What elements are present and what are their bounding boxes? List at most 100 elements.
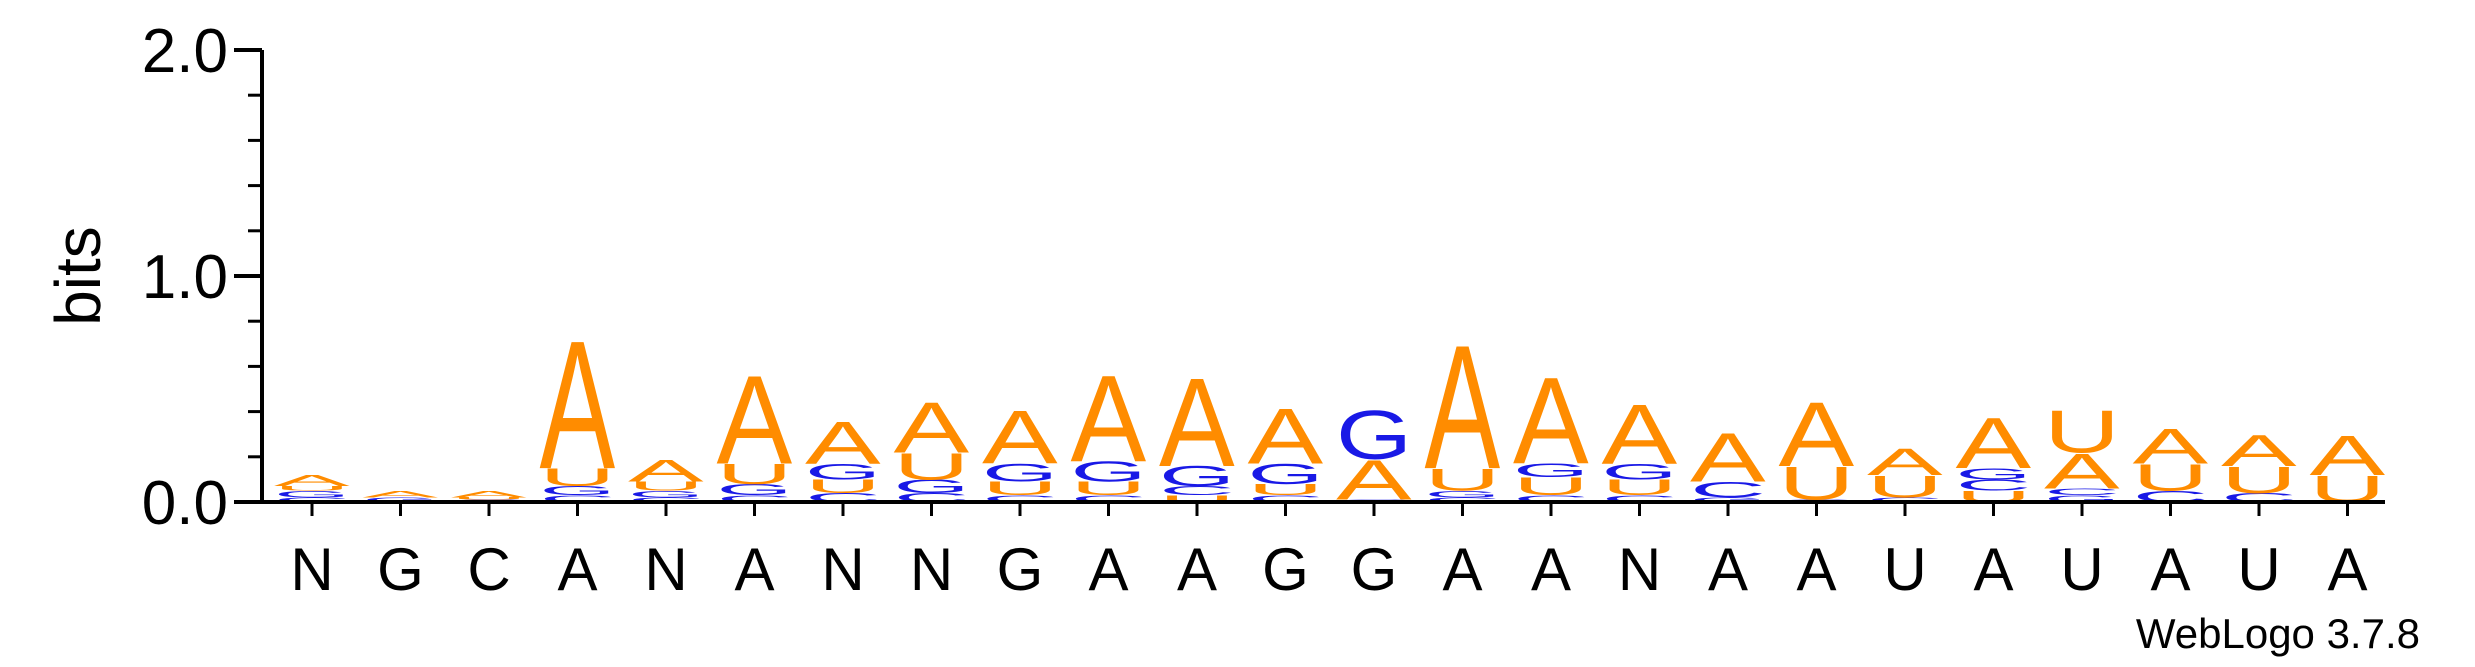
logo-glyph-G: G [1956,465,2032,483]
logo-glyph-A: A [1159,352,1235,493]
x-tick-label: A [1796,536,1836,603]
logo-glyph-U: U [1867,469,1943,504]
weblogo-credit: WebLogo 3.7.8 [2136,610,2420,657]
x-tick-label: A [2327,536,2367,603]
x-tick-label: U [2060,536,2103,603]
logo-glyph-A: A [1956,403,2032,484]
logo-glyph-U: U [1513,473,1589,501]
logo-glyph-A: A [805,410,881,477]
logo-glyph-G: G [1248,459,1324,491]
x-tick-label: U [2237,536,2280,603]
logo-glyph-U: U [628,479,704,493]
x-tick-label: N [1618,536,1661,603]
x-tick-label: A [557,536,597,603]
logo-glyph-A: A [2133,418,2209,474]
logo-glyph-G: G [1690,496,1766,503]
logo-glyph-A: A [1779,383,1855,485]
logo-glyph-U: U [1071,478,1147,499]
logo-glyph-U: U [2044,398,2120,465]
x-tick-label: N [821,536,864,603]
x-tick-label: A [1177,536,1217,603]
logo-glyph-A: A [274,472,350,490]
logo-glyph-C: C [628,496,704,503]
logo-glyph-A: A [363,489,439,500]
logo-glyph-U: U [451,497,527,501]
logo-glyph-U: U [274,485,350,492]
logo-glyph-A: A [2221,426,2297,475]
logo-glyph-G: G [363,496,439,503]
logo-glyph-C: C [982,493,1058,504]
x-tick-label: A [734,536,774,603]
logo-glyph-A: A [717,350,793,491]
logo-glyph-U: U [2221,458,2297,501]
logo-glyph-C: C [1956,476,2032,494]
logo-glyph-U: U [982,478,1058,499]
logo-glyph-U: U [805,476,881,497]
logo-glyph-G: G [628,489,704,500]
logo-glyph-G: G [717,481,793,499]
x-tick-label: A [1531,536,1571,603]
x-tick-label: G [377,536,424,603]
logo-glyph-A: A [1867,440,1943,483]
logo-glyph-U: U [1248,481,1324,499]
plot-area: CGUAGACUACGUACGUACGUACUGACGUACUGACUGAUCG… [274,303,2385,512]
logo-glyph-U: U [2133,456,2209,499]
x-tick-label: G [997,536,1044,603]
logo-glyph-U: U [540,464,616,492]
logo-glyph-A: A [1248,393,1324,481]
x-tick-label: A [1442,536,1482,603]
logo-glyph-A: A [628,453,704,488]
logo-glyph-A: A [1690,419,1766,497]
logo-glyph-A: A [894,387,970,468]
logo-glyph-C: C [2044,487,2120,498]
logo-glyph-G: G [1159,461,1235,493]
logo-glyph-C: C [1071,493,1147,504]
logo-glyph-G: G [1602,460,1678,485]
logo-glyph-C: C [274,496,350,503]
x-tick-label: A [2150,536,2190,603]
x-tick-label: A [1973,536,2013,603]
y-tick-label: 1.0 [142,243,228,312]
logo-glyph-A: A [1513,353,1589,490]
logo-glyph-A: A [982,396,1058,480]
logo-glyph-G: G [274,489,350,500]
y-ticks: 0.0 1.0 2.0 [142,17,262,538]
y-tick-label: 2.0 [142,17,228,86]
logo-glyph-U: U [717,458,793,490]
x-tick-label: G [1351,536,1398,603]
x-tick-label: N [910,536,953,603]
logo-glyph-C: C [1159,484,1235,498]
logo-glyph-G: G [982,459,1058,487]
logo-glyph-C: C [540,493,616,504]
logo-glyph-A: A [2044,443,2120,499]
logo-glyph-A: A [451,489,527,500]
logo-glyph-G: G [1071,456,1147,488]
y-axis-label: bits [42,226,114,326]
x-tick-label: A [1708,536,1748,603]
logo-glyph-C: C [1867,496,1943,503]
logo-glyph-A: A [1425,310,1501,506]
x-tick-label: A [1088,536,1128,603]
logo-glyph-G: G [1425,489,1501,500]
logo-glyph-A: A [2310,424,2386,487]
logo-glyph-A: A [1602,387,1678,482]
logo-glyph-U: U [1602,475,1678,500]
logo-glyph-U: U [894,445,970,488]
logo-glyph-C: C [1248,493,1324,504]
logo-glyph-A: A [540,303,616,507]
y-tick-label: 0.0 [142,469,228,538]
x-tick-label: U [1883,536,1926,603]
x-tick-label: C [467,536,510,603]
logo-glyph-G: G [894,476,970,497]
x-tick-label: N [290,536,333,603]
logo-glyph-G: G [2044,493,2120,504]
logo-glyph-G: G [1513,460,1589,481]
logo-glyph-G: G [540,484,616,498]
logo-glyph-C: C [1513,493,1589,504]
logo-glyph-G: G [805,460,881,485]
logo-glyph-C: C [1425,496,1501,503]
logo-glyph-C: C [1602,493,1678,504]
